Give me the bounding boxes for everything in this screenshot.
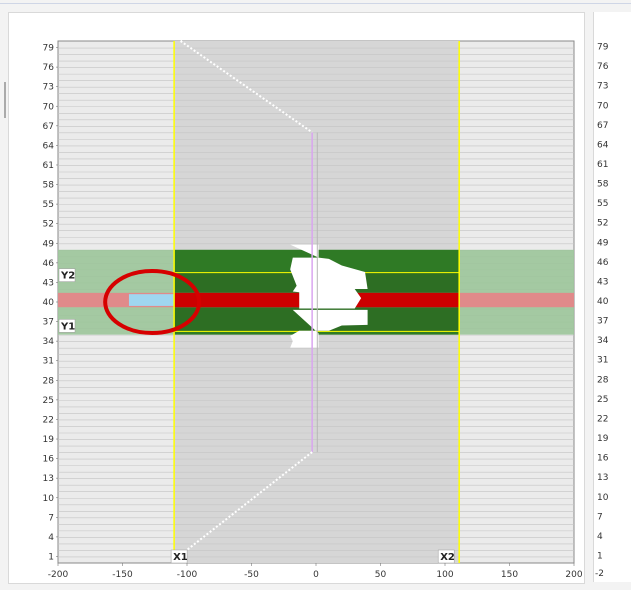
y-tick-label: 49 [43,239,55,249]
left-chart-panel: Y2 Y1 X1 X2 79 76 73 70 67 64 61 58 55 52 49 46 43 40 37 34… [8,12,585,584]
right-y-tick-label: 16 [597,454,609,464]
right-y-tick-label: 25 [597,395,608,405]
y-tick-label: 31 [43,357,54,367]
right-y-tick-label: 7 [597,512,603,522]
right-x-tick-label: -2 [595,569,604,579]
signal-blob-upper [290,244,368,309]
right-y-tick-label: 4 [597,532,603,542]
x1-marker-label: X1 [173,552,188,563]
x-tick-label: -50 [244,570,259,580]
y2-marker-label-box [58,268,76,282]
right-y-tick-label: 43 [597,277,608,287]
y-tick-label: 67 [43,122,54,132]
y-tick-label: 76 [43,63,55,73]
y1-marker-label: Y1 [60,321,75,332]
y1-marker-label-box [58,319,76,333]
trace-lower [186,451,313,551]
y-tick-label: 73 [43,83,54,93]
right-y-tick-label: 22 [597,414,608,424]
right-y-tick-label: 79 [597,43,609,53]
x-tick-label: -150 [112,570,133,580]
y-tick-label: 28 [43,376,55,386]
top-divider [0,3,631,4]
right-chart-panel: 79 76 73 70 67 64 61 58 55 52 49 46 43 40 37 34 31 28 25 22… [593,12,631,582]
right-y-tick-label: 64 [597,140,609,150]
x-tick-label: -200 [48,570,69,580]
right-y-tick-label: 10 [597,493,609,503]
right-y-tick-label: 76 [597,62,609,72]
y-tick-label: 64 [43,141,55,151]
y-tick-label: 58 [43,181,55,191]
y-tick-label: 43 [43,278,54,288]
y-tick-label: 61 [43,161,54,171]
y-tick-label: 1 [48,552,54,562]
light-blue-segment [128,294,175,306]
right-y-tick-label: 58 [597,180,609,190]
right-y-tick-label: 46 [597,258,609,268]
right-y-tick-label: 49 [597,238,609,248]
right-y-tick-label: 67 [597,121,608,131]
right-y-tick-label: 55 [597,199,608,209]
right-y-tick-label: 70 [597,101,609,111]
x2-marker-label-box [437,549,455,564]
right-y-tick-label: 34 [597,336,609,346]
x2-marker-label: X2 [440,552,455,563]
x-tick-label: 200 [565,570,582,580]
right-y-tick-label: 13 [597,473,608,483]
right-y-tick-label: 73 [597,82,608,92]
right-y-tick-label: 40 [597,297,609,307]
y-tick-label: 55 [43,200,54,210]
x-tick-label: 0 [313,570,319,580]
y-tick-label: 16 [43,455,55,465]
y-tick-label: 37 [43,318,54,328]
highlight-circle [103,269,202,335]
x-tick-label: -100 [177,570,198,580]
splitter-handle[interactable] [4,82,6,118]
x-tick-label: 50 [375,570,387,580]
y-tick-label: 13 [43,474,54,484]
right-y-tick-label: 37 [597,317,608,327]
y-tick-label: 7 [48,513,54,523]
trace-upper [179,40,313,134]
y-tick-label: 52 [43,220,54,230]
right-y-tick-label: 52 [597,219,608,229]
y-tick-label: 22 [43,415,54,425]
right-y-tick-label: 61 [597,160,608,170]
signal-blob-lower [290,309,368,348]
right-y-tick-label: 19 [597,434,609,444]
y-tick-label: 79 [43,44,55,54]
y-tick-label: 46 [43,259,55,269]
y2-marker-label: Y2 [60,271,75,282]
x-tick-label: 100 [436,570,453,580]
y-tick-label: 4 [48,533,54,543]
x-tick-label: 150 [501,570,518,580]
right-y-tick-label: 31 [597,356,608,366]
y-tick-label: 10 [43,494,55,504]
right-y-tick-label: 1 [597,551,603,561]
right-scan-chart-axis: 79 76 73 70 67 64 61 58 55 52 49 46 43 40 37 34 31 28 25 22… [595,43,609,579]
y-tick-label: 40 [43,298,55,308]
y-tick-label: 34 [43,337,55,347]
y-tick-label: 19 [43,435,55,445]
x1-marker-label-box [170,549,188,564]
y-tick-label: 25 [43,396,54,406]
y-tick-label: 70 [43,102,55,112]
right-y-tick-label: 28 [597,375,609,385]
